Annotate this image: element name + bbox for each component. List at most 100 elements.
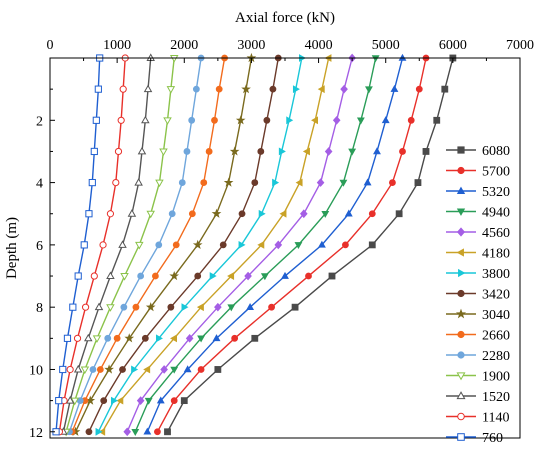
data-point — [120, 273, 129, 281]
data-point — [170, 366, 179, 374]
data-point — [141, 334, 149, 342]
data-point — [172, 241, 180, 249]
series-line — [134, 57, 377, 433]
data-point — [281, 271, 289, 279]
legend-marker — [458, 268, 466, 278]
data-point — [163, 117, 172, 125]
data-point — [294, 242, 303, 250]
data-point — [73, 364, 83, 373]
x-tick-label: 5000 — [372, 38, 400, 53]
data-point — [269, 85, 277, 93]
x-tick-label: 3000 — [237, 38, 265, 53]
data-point — [205, 148, 213, 155]
data-point — [143, 365, 151, 374]
data-point — [251, 334, 259, 342]
data-point — [131, 365, 139, 374]
legend-label: 1900 — [482, 370, 510, 385]
data-point — [155, 241, 163, 249]
series-2280 — [66, 54, 205, 436]
legend-entry-4560: 4560 — [446, 226, 510, 241]
data-point — [89, 366, 97, 373]
series-line — [166, 57, 454, 433]
legend-label: 4180 — [482, 247, 510, 262]
data-point — [260, 273, 269, 281]
data-point — [178, 179, 186, 186]
data-point — [328, 272, 336, 280]
y-tick-label: 4 — [36, 177, 43, 192]
legend-marker — [457, 412, 465, 421]
data-point — [390, 84, 399, 92]
legend-label: 1520 — [482, 390, 510, 405]
data-point — [95, 427, 103, 436]
data-point — [106, 271, 115, 280]
data-point — [292, 85, 300, 94]
data-point — [414, 179, 422, 186]
data-point — [55, 397, 63, 405]
data-point — [155, 179, 164, 188]
data-point — [180, 397, 188, 405]
data-point — [365, 86, 373, 94]
legend-label: 3420 — [482, 288, 510, 303]
data-point — [170, 397, 178, 405]
data-point — [291, 303, 299, 311]
data-point — [183, 365, 192, 373]
series-6080 — [164, 54, 457, 436]
data-point — [144, 397, 153, 405]
data-point — [73, 334, 82, 342]
x-tick-label: 7000 — [506, 38, 534, 53]
series-3040 — [70, 52, 257, 436]
data-point — [229, 146, 240, 156]
y-axis-label: Depth (m) — [4, 217, 20, 279]
data-point — [117, 116, 125, 124]
y-tick-label: 6 — [36, 239, 43, 254]
data-point — [123, 427, 132, 437]
data-point — [356, 117, 365, 125]
data-point — [339, 179, 348, 187]
data-point — [209, 272, 217, 280]
legend-entry-1140: 1140 — [446, 411, 509, 426]
legend-marker — [456, 372, 466, 381]
data-point — [246, 303, 255, 310]
legend-marker — [457, 166, 465, 175]
data-point — [104, 334, 112, 342]
data-point — [235, 115, 246, 125]
data-point — [74, 272, 82, 280]
y-tick-label: 12 — [29, 426, 43, 441]
y-tick-label: 2 — [36, 114, 43, 129]
data-point — [399, 148, 406, 155]
data-point — [381, 116, 390, 124]
legend-label: 5700 — [482, 165, 510, 180]
data-point — [135, 241, 144, 250]
series-4940 — [131, 55, 380, 436]
data-point — [146, 210, 155, 219]
data-point — [169, 270, 180, 281]
data-point — [278, 147, 286, 156]
data-point — [85, 210, 93, 218]
data-point — [137, 146, 147, 155]
data-point — [422, 148, 430, 155]
data-point — [231, 334, 239, 342]
data-point — [134, 178, 143, 186]
x-tick-label: 6000 — [439, 38, 467, 53]
legend-marker — [457, 433, 465, 441]
data-point — [342, 241, 349, 249]
data-point — [214, 366, 222, 373]
data-point — [258, 209, 266, 218]
data-point — [324, 147, 333, 156]
data-point — [85, 428, 93, 436]
data-point — [311, 116, 318, 125]
data-point — [192, 85, 200, 93]
data-point — [395, 210, 403, 218]
data-point — [168, 210, 176, 218]
data-point — [188, 210, 196, 218]
data-point — [299, 209, 308, 219]
data-point — [238, 240, 246, 249]
legend-label: 2280 — [482, 349, 510, 364]
data-point — [156, 396, 165, 404]
legend-marker — [457, 289, 465, 298]
legend: 6080 5700 5320 4940 4560 4180 3800 3420 3040 2660… — [446, 144, 510, 446]
data-point — [118, 240, 127, 248]
data-point — [145, 302, 156, 312]
legend-marker — [457, 351, 465, 359]
